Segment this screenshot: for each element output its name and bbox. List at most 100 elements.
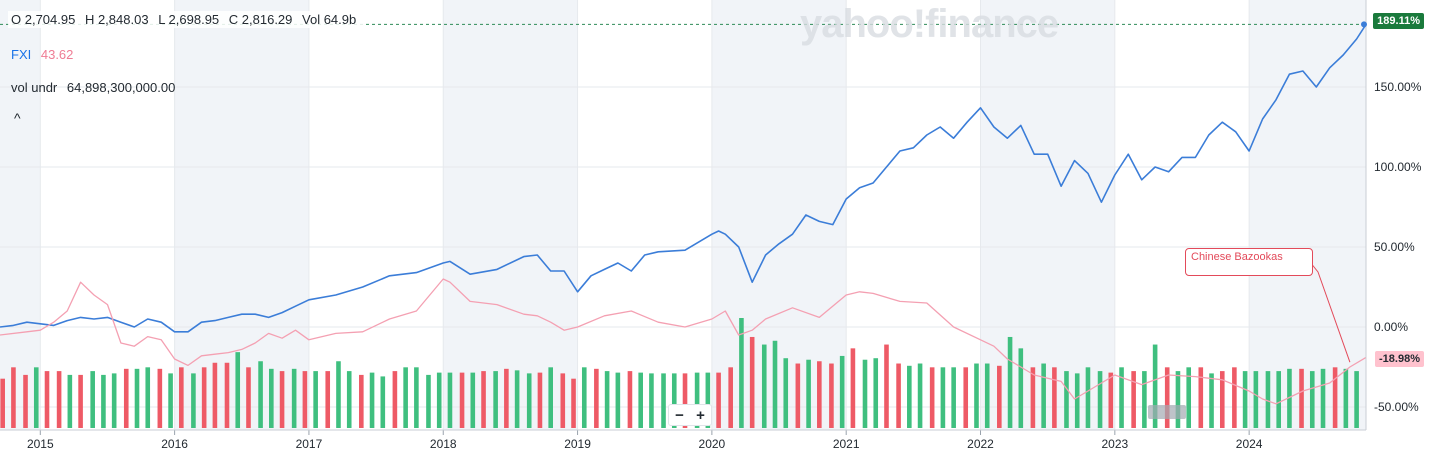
year-band (174, 0, 309, 430)
volume-bar (997, 365, 1002, 428)
volume-bar (1265, 371, 1271, 428)
volume-bar (638, 372, 643, 428)
volume-bar (145, 367, 151, 428)
volume-bar (560, 373, 566, 428)
volume-bar (514, 370, 520, 428)
volume-bar (392, 371, 398, 428)
x-tick-label: 2019 (564, 437, 591, 451)
last-price-tag: 189.11% (1373, 13, 1424, 29)
x-tick-label: 2015 (27, 437, 54, 451)
volume-bar (862, 359, 868, 428)
symbol-name[interactable]: FXI (11, 47, 32, 62)
volume-bar (795, 363, 801, 428)
volume-bar (671, 373, 677, 428)
x-tick-label: 2017 (296, 437, 323, 451)
x-tick-label: 2018 (430, 437, 457, 451)
zoom-out-button[interactable]: − (675, 406, 684, 424)
volume-bar (884, 344, 889, 428)
volume-bar (1242, 371, 1248, 428)
volume-value: Vol 64.9b (302, 12, 357, 27)
volume-bar (90, 371, 95, 428)
volume-bar (917, 363, 923, 428)
volume-bar (739, 318, 744, 428)
volume-bar (269, 368, 274, 428)
volume-bar (682, 373, 688, 428)
volume-bar (168, 373, 173, 428)
year-band (711, 0, 847, 430)
main-series-line (0, 23, 1367, 333)
open-value: O 2,704.95 (11, 12, 76, 27)
volume-bar (56, 371, 62, 428)
year-band (980, 0, 1115, 430)
volume-bar (493, 371, 498, 428)
volume-bar (369, 372, 375, 428)
volume-bar (359, 374, 364, 428)
volume-bar (111, 373, 117, 428)
volume-bar (951, 367, 956, 428)
volume-bar (336, 361, 341, 428)
volume-bar (11, 367, 16, 428)
compare-price-tag: -18.98% (1375, 351, 1424, 367)
volume-bar (537, 372, 543, 428)
volume-bar (929, 367, 935, 428)
annotation-label[interactable]: Chinese Bazookas (1185, 248, 1313, 276)
volume-bar (191, 373, 196, 428)
volume-bar (246, 367, 251, 428)
volume-bar (157, 368, 163, 428)
volume-legend: vol undr 64,898,300,000.00 (11, 80, 181, 95)
scroll-thumb[interactable] (1148, 405, 1186, 419)
volume-bar (1232, 367, 1237, 428)
volume-bar (984, 363, 990, 428)
x-axis: 2015 2016 2017 2018 2019 2020 2021 2022 2023 2024 (0, 429, 1366, 451)
volume-bar (649, 373, 654, 428)
volume-bar (1018, 348, 1024, 428)
collapse-chevron-icon[interactable]: ^ (14, 110, 21, 126)
high-value: H 2,848.03 (84, 12, 149, 27)
x-tick-label: 2023 (1101, 437, 1128, 451)
volume-bar (963, 367, 969, 428)
volume-bar (829, 363, 834, 428)
ohlc-legend: O 2,704.95 H 2,848.03 L 2,698.95 C 2,816… (8, 11, 366, 28)
volume-bar (661, 373, 666, 428)
volume-bar (1052, 367, 1057, 428)
volume-bar (705, 372, 711, 428)
y-tick-label: 0.00% (1374, 320, 1408, 334)
price-lines (0, 23, 1367, 405)
year-band (443, 0, 578, 430)
volume-bar (940, 367, 946, 428)
volume-bar (403, 367, 408, 428)
zoom-in-button[interactable]: + (696, 406, 705, 424)
volume-bar (470, 372, 476, 428)
volume-bar (839, 355, 845, 428)
volume-bar (313, 371, 318, 428)
year-bands (0, 0, 1366, 430)
comparison-symbol[interactable]: FXI 43.62 (11, 47, 73, 62)
volume-bar (325, 371, 331, 428)
volume-bar (1354, 371, 1359, 428)
x-tick-label: 2020 (699, 437, 726, 451)
volume-bar (1198, 367, 1204, 428)
volume-bar (1175, 371, 1181, 428)
symbol-price: 43.62 (40, 47, 74, 62)
volume-bar (1142, 371, 1147, 428)
volume-bar (1085, 367, 1091, 428)
volume-bar (1108, 372, 1114, 428)
volume-bar (504, 368, 509, 428)
volume-bar (749, 336, 755, 428)
y-tick-label: 50.00% (1374, 240, 1415, 254)
volume-bar (302, 371, 308, 428)
volume-bar (1064, 371, 1069, 428)
volume-bar (1131, 371, 1136, 428)
volume-bar (627, 371, 633, 428)
volume-bar (447, 372, 453, 428)
y-tick-label: 100.00% (1374, 160, 1422, 174)
volume-label: vol undr (11, 80, 58, 95)
volume-bar (604, 371, 610, 428)
volume-bar (1332, 367, 1338, 428)
volume-bar (1164, 367, 1170, 428)
volume-bar (806, 359, 811, 428)
volume-bar (101, 374, 106, 428)
volume-bar (873, 358, 879, 428)
volume-bar (1007, 336, 1013, 428)
